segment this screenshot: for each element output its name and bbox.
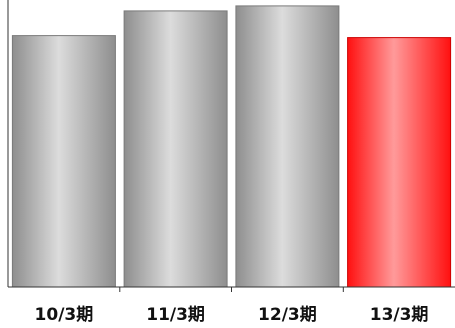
x-tick-marks bbox=[119, 287, 344, 292]
bar-12/3期 bbox=[235, 5, 340, 288]
x-tick-label: 13/3期 bbox=[370, 305, 429, 325]
bar-13/3期 bbox=[347, 37, 452, 288]
bar-10/3期 bbox=[11, 35, 116, 288]
x-tick-labels: 10/3期 11/3期 12/3期 13/3期 bbox=[35, 305, 429, 325]
x-tick-label: 11/3期 bbox=[146, 305, 205, 325]
x-tick-label: 12/3期 bbox=[258, 305, 317, 325]
x-tick-label: 10/3期 bbox=[35, 305, 94, 325]
bars-group bbox=[11, 5, 452, 288]
bar-11/3期 bbox=[123, 10, 228, 288]
